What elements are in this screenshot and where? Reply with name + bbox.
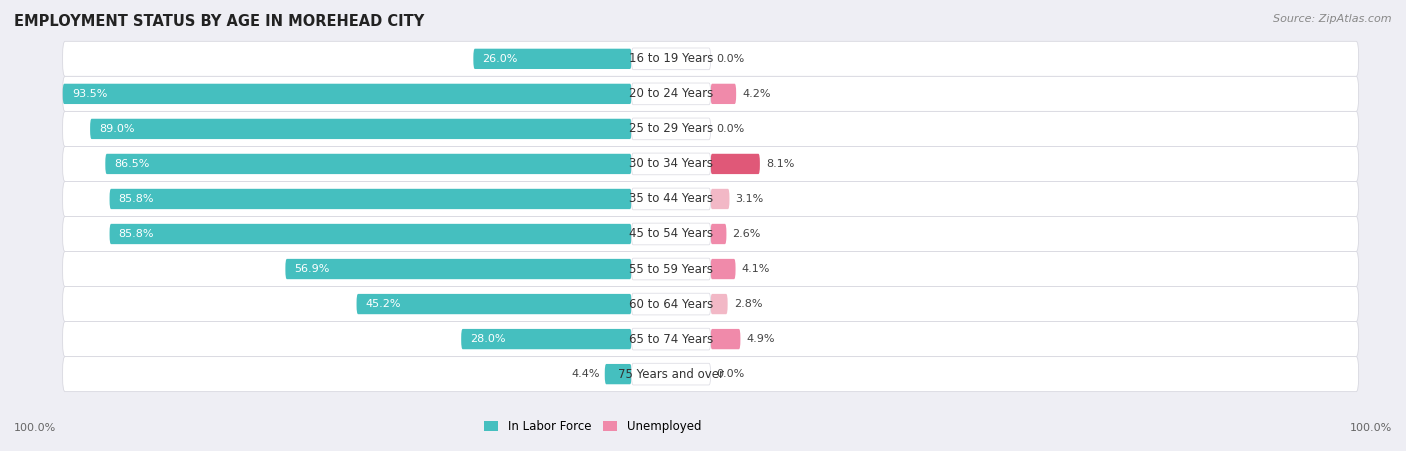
Text: 20 to 24 Years: 20 to 24 Years [628, 87, 713, 101]
FancyBboxPatch shape [63, 147, 1358, 181]
Text: 28.0%: 28.0% [471, 334, 506, 344]
Text: 35 to 44 Years: 35 to 44 Years [628, 193, 713, 206]
FancyBboxPatch shape [63, 111, 1358, 147]
FancyBboxPatch shape [63, 84, 631, 104]
Text: EMPLOYMENT STATUS BY AGE IN MOREHEAD CITY: EMPLOYMENT STATUS BY AGE IN MOREHEAD CIT… [14, 14, 425, 28]
Text: 25 to 29 Years: 25 to 29 Years [628, 122, 713, 135]
Text: 2.6%: 2.6% [733, 229, 761, 239]
Text: 56.9%: 56.9% [294, 264, 330, 274]
Text: 16 to 19 Years: 16 to 19 Years [628, 52, 713, 65]
Text: 0.0%: 0.0% [717, 54, 745, 64]
FancyBboxPatch shape [63, 286, 1358, 322]
FancyBboxPatch shape [631, 118, 710, 140]
FancyBboxPatch shape [710, 259, 735, 279]
FancyBboxPatch shape [710, 154, 759, 174]
FancyBboxPatch shape [631, 258, 710, 280]
Text: 4.9%: 4.9% [747, 334, 775, 344]
FancyBboxPatch shape [110, 224, 631, 244]
FancyBboxPatch shape [63, 357, 1358, 391]
Text: 4.2%: 4.2% [742, 89, 770, 99]
FancyBboxPatch shape [631, 83, 710, 105]
FancyBboxPatch shape [710, 84, 737, 104]
Text: 4.1%: 4.1% [741, 264, 770, 274]
FancyBboxPatch shape [631, 48, 710, 70]
FancyBboxPatch shape [710, 329, 741, 349]
Text: 93.5%: 93.5% [72, 89, 107, 99]
Text: 45 to 54 Years: 45 to 54 Years [628, 227, 713, 240]
Text: 65 to 74 Years: 65 to 74 Years [628, 332, 713, 345]
FancyBboxPatch shape [63, 322, 1358, 357]
FancyBboxPatch shape [631, 153, 710, 175]
FancyBboxPatch shape [63, 181, 1358, 216]
FancyBboxPatch shape [63, 216, 1358, 252]
Text: 2.8%: 2.8% [734, 299, 762, 309]
FancyBboxPatch shape [710, 189, 730, 209]
Text: 3.1%: 3.1% [735, 194, 763, 204]
FancyBboxPatch shape [631, 328, 710, 350]
Text: Source: ZipAtlas.com: Source: ZipAtlas.com [1274, 14, 1392, 23]
Text: 100.0%: 100.0% [14, 423, 56, 433]
Text: 30 to 34 Years: 30 to 34 Years [628, 157, 713, 170]
FancyBboxPatch shape [63, 41, 1358, 76]
FancyBboxPatch shape [605, 364, 631, 384]
FancyBboxPatch shape [357, 294, 631, 314]
Text: 75 Years and over: 75 Years and over [619, 368, 724, 381]
Text: 85.8%: 85.8% [118, 229, 155, 239]
Text: 86.5%: 86.5% [114, 159, 150, 169]
Text: 89.0%: 89.0% [100, 124, 135, 134]
FancyBboxPatch shape [110, 189, 631, 209]
FancyBboxPatch shape [90, 119, 631, 139]
Text: 0.0%: 0.0% [717, 124, 745, 134]
FancyBboxPatch shape [710, 294, 728, 314]
FancyBboxPatch shape [631, 188, 710, 210]
Text: 4.4%: 4.4% [571, 369, 600, 379]
Text: 8.1%: 8.1% [766, 159, 794, 169]
FancyBboxPatch shape [63, 76, 1358, 111]
FancyBboxPatch shape [285, 259, 631, 279]
FancyBboxPatch shape [631, 223, 710, 245]
Text: 0.0%: 0.0% [717, 369, 745, 379]
Legend: In Labor Force, Unemployed: In Labor Force, Unemployed [479, 415, 706, 438]
FancyBboxPatch shape [63, 252, 1358, 286]
Text: 60 to 64 Years: 60 to 64 Years [628, 298, 713, 311]
Text: 26.0%: 26.0% [482, 54, 517, 64]
Text: 85.8%: 85.8% [118, 194, 155, 204]
FancyBboxPatch shape [710, 224, 727, 244]
FancyBboxPatch shape [631, 363, 710, 385]
FancyBboxPatch shape [474, 49, 631, 69]
FancyBboxPatch shape [461, 329, 631, 349]
Text: 45.2%: 45.2% [366, 299, 401, 309]
FancyBboxPatch shape [105, 154, 631, 174]
Text: 100.0%: 100.0% [1350, 423, 1392, 433]
FancyBboxPatch shape [631, 293, 710, 315]
Text: 55 to 59 Years: 55 to 59 Years [628, 262, 713, 276]
